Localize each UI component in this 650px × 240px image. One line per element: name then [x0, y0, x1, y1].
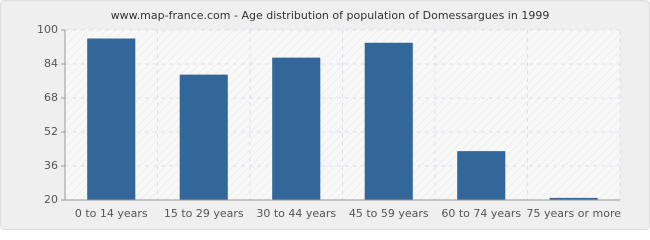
y-tick-label: 68: [44, 91, 58, 104]
bar: [364, 42, 413, 200]
x-tick-label: 60 to 74 years: [441, 207, 521, 220]
plot-area: [65, 30, 620, 200]
bar: [179, 74, 228, 200]
y-tick-label: 100: [37, 23, 58, 36]
chart: www.map-france.com - Age distribution of…: [0, 0, 650, 230]
x-tick-label: 30 to 44 years: [256, 207, 336, 220]
y-tick-label: 36: [44, 159, 58, 172]
x-tick-label: 45 to 59 years: [349, 207, 429, 220]
bar: [457, 151, 506, 200]
chart-title: www.map-france.com - Age distribution of…: [111, 9, 550, 22]
x-tick-label: 15 to 29 years: [164, 207, 244, 220]
y-tick-label: 52: [44, 125, 58, 138]
x-tick-label: 0 to 14 years: [75, 207, 148, 220]
y-tick-label: 84: [44, 57, 58, 70]
bar: [87, 38, 136, 200]
x-tick-label: 75 years or more: [526, 207, 621, 220]
bar: [272, 57, 321, 200]
y-tick-label: 20: [44, 193, 58, 206]
bar: [549, 197, 598, 200]
